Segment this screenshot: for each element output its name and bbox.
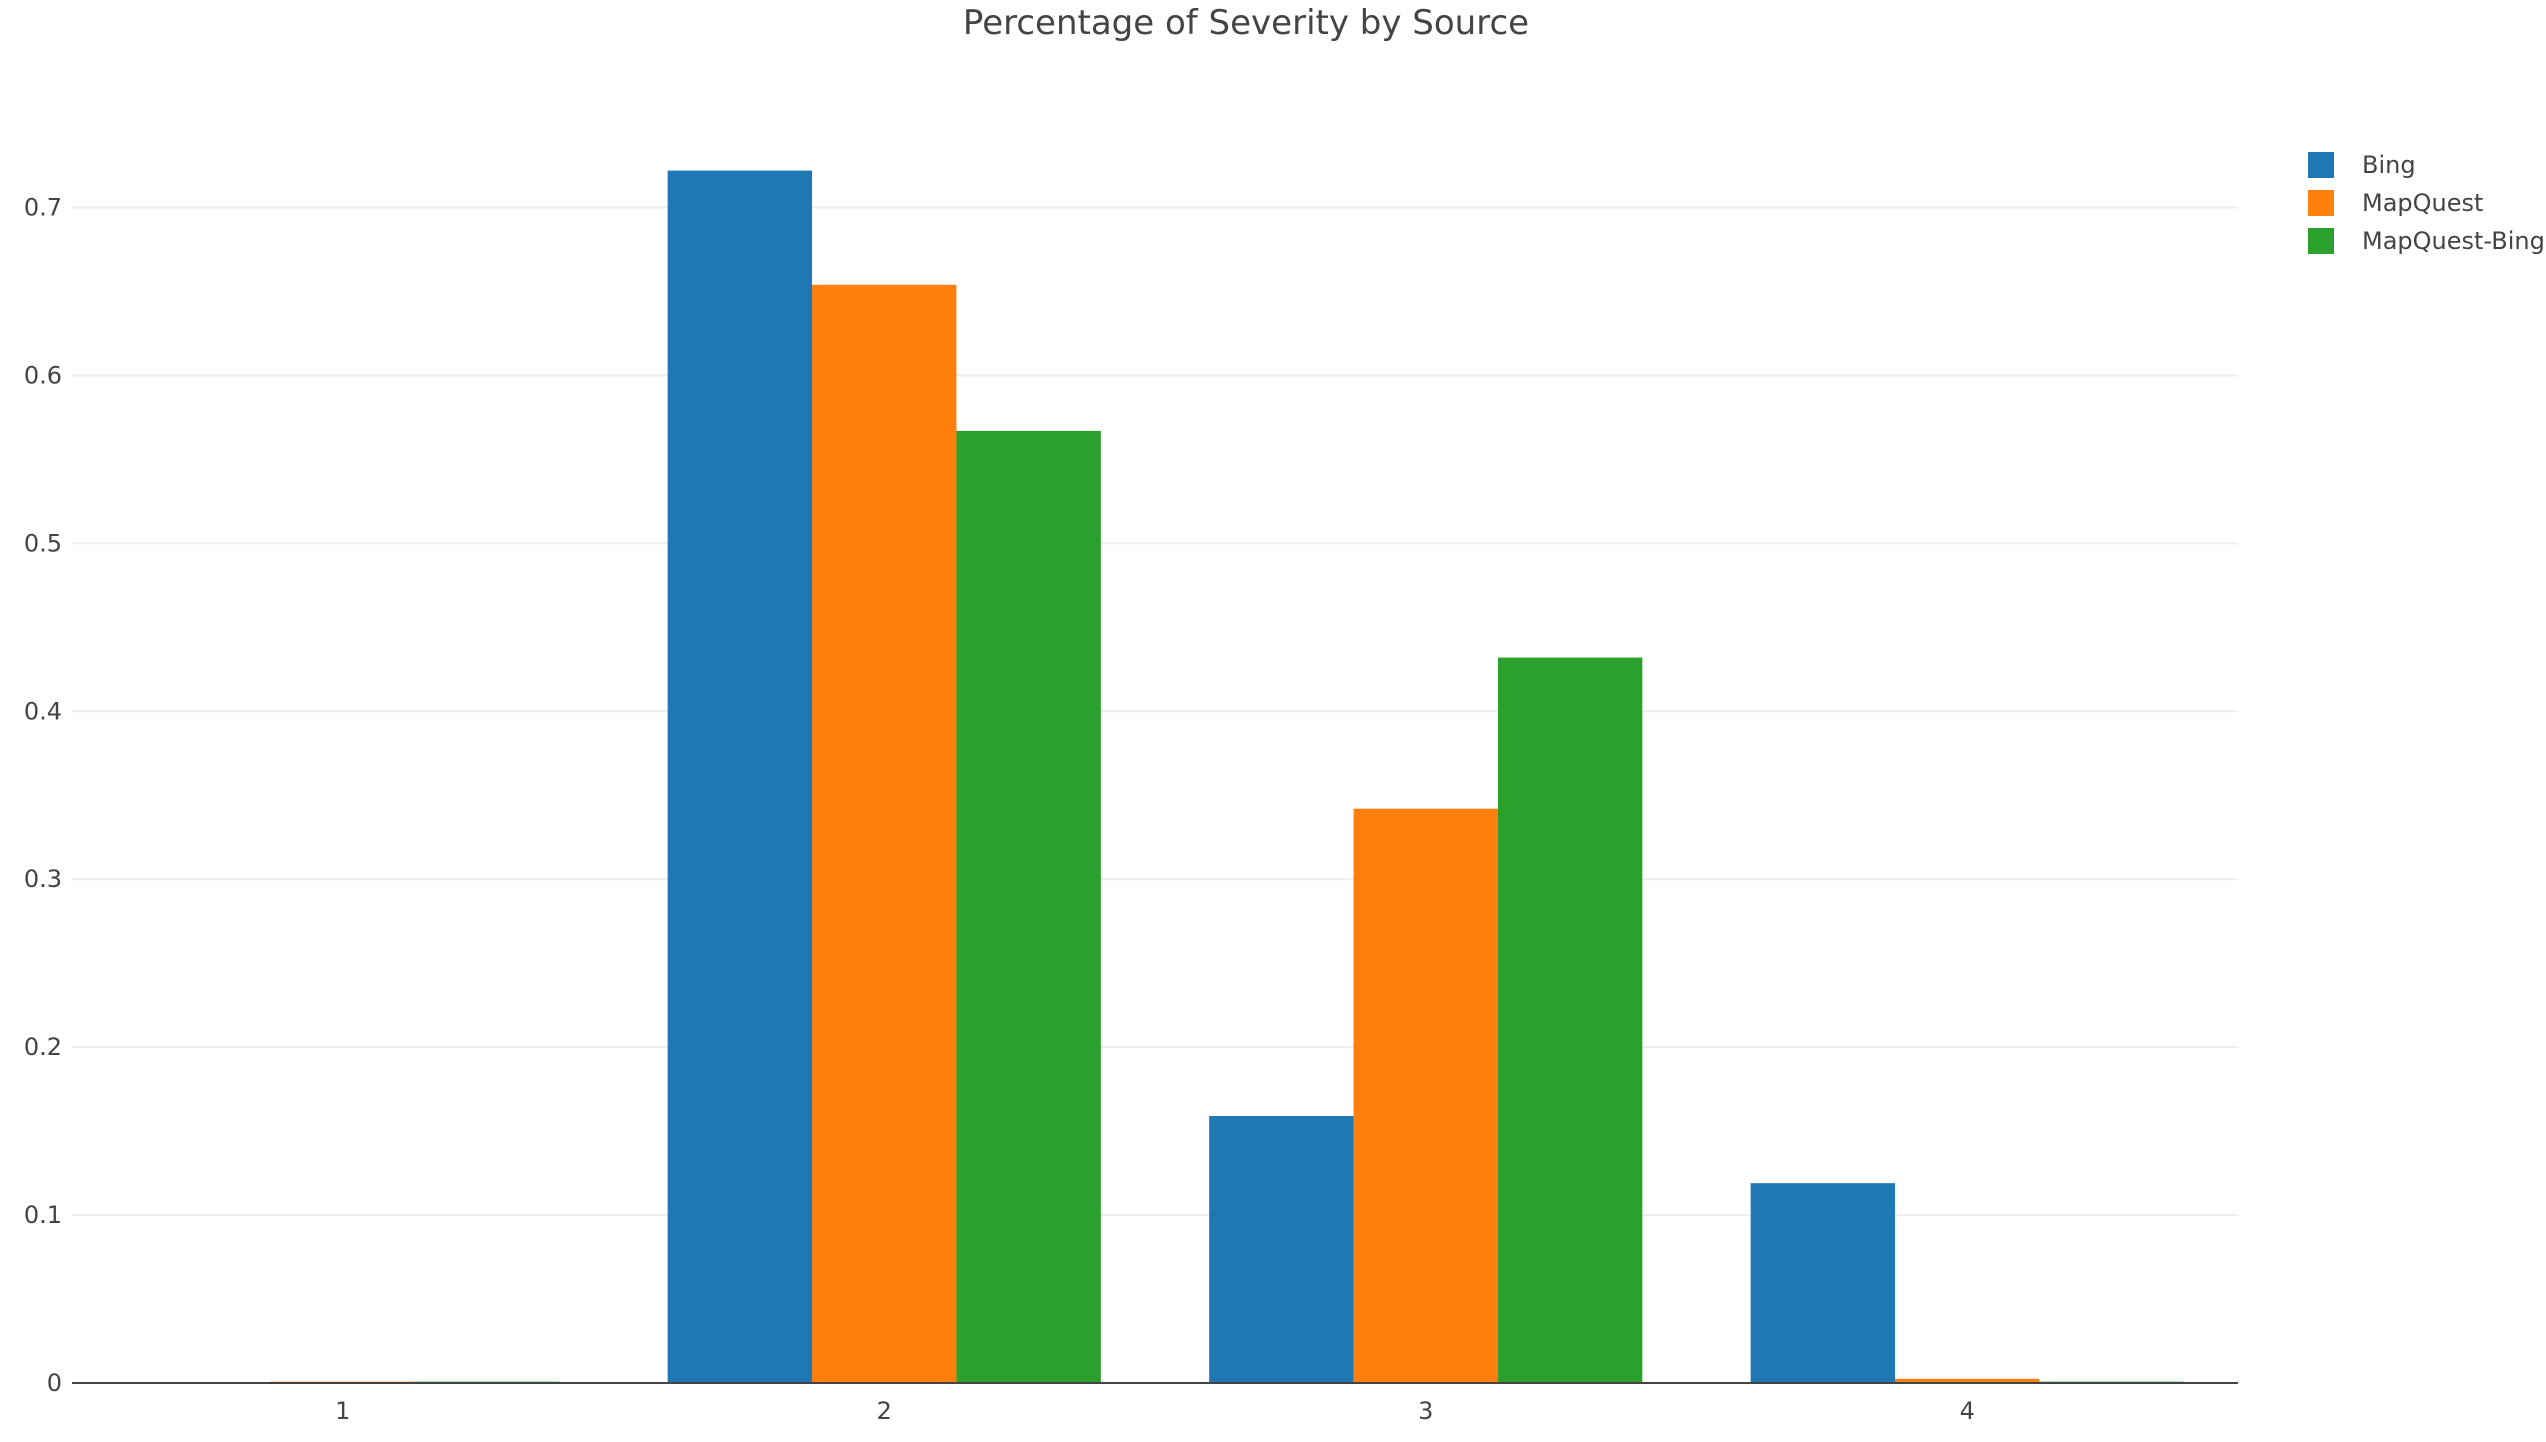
x-tick-label: 2 <box>877 1397 892 1425</box>
legend[interactable]: Bing MapQuest MapQuest-Bing <box>2308 151 2545 255</box>
bar-mapquest-bing-cat-3 <box>1497 657 1643 1383</box>
x-tick-label: 4 <box>1960 1397 1975 1425</box>
y-tick-label: 0.3 <box>24 865 62 893</box>
y-tick-label: 0 <box>47 1369 62 1397</box>
y-tick-label: 0.4 <box>24 697 62 725</box>
legend-item-mapquest-bing[interactable]: MapQuest-Bing <box>2308 227 2545 255</box>
bars <box>270 170 2184 1384</box>
bar-mapquest-cat-2 <box>812 284 957 1384</box>
gridlines <box>72 206 2238 1217</box>
x-tick-label: 3 <box>1418 1397 1433 1425</box>
legend-label: MapQuest <box>2362 189 2483 217</box>
y-tick-label: 0.5 <box>24 529 62 557</box>
bar-mapquest-cat-4 <box>1895 1378 2040 1383</box>
chart-title: Percentage of Severity by Source <box>963 3 1529 43</box>
legend-swatch <box>2308 228 2334 254</box>
legend-item-bing[interactable]: Bing <box>2308 151 2416 179</box>
legend-swatch <box>2308 190 2334 216</box>
y-tick-label: 0.6 <box>24 361 62 389</box>
bar-mapquest-bing-cat-2 <box>956 430 1101 1383</box>
bar-bing-cat-2 <box>667 170 813 1384</box>
axes: 0 0.1 0.2 0.3 0.4 0.5 0.6 0.7 1 2 3 4 <box>24 194 2238 1425</box>
legend-swatch <box>2308 152 2334 178</box>
y-tick-label: 0.2 <box>24 1033 62 1061</box>
legend-label: MapQuest-Bing <box>2362 227 2545 255</box>
bar-bing-cat-3 <box>1209 1116 1354 1383</box>
y-tick-label: 0.7 <box>24 194 62 222</box>
legend-item-mapquest[interactable]: MapQuest <box>2308 189 2483 217</box>
y-tick-label: 0.1 <box>24 1201 62 1229</box>
x-tick-label: 1 <box>335 1397 350 1425</box>
bar-bing-cat-4 <box>1750 1183 1896 1383</box>
legend-label: Bing <box>2362 151 2416 179</box>
bar-mapquest-cat-3 <box>1353 808 1498 1383</box>
